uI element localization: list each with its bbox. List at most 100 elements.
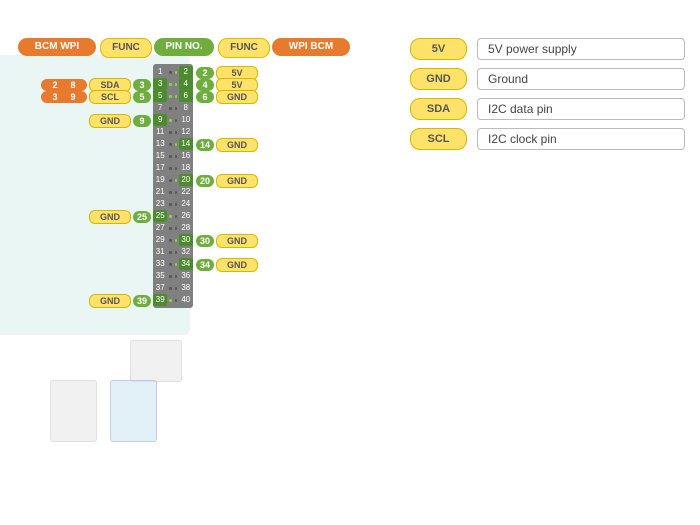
pin-row: 12	[153, 66, 193, 78]
legend-desc: 5V power supply	[477, 38, 685, 60]
pin-dot	[169, 215, 172, 218]
pin-number: 1	[153, 66, 167, 78]
pin-row: 78	[153, 102, 193, 114]
pin-dot	[175, 107, 178, 110]
pin-tag: 39	[133, 295, 151, 307]
pin-dot	[175, 227, 178, 230]
pin-row: 1920	[153, 174, 193, 186]
pin-dot	[169, 179, 172, 182]
pin-number-column: 1234567891011121314151617181920212223242…	[153, 64, 193, 308]
pin-number: 2	[179, 66, 193, 78]
pin-dot	[175, 131, 178, 134]
pin-number: 37	[153, 282, 167, 294]
pin-dot	[175, 203, 178, 206]
legend-key: GND	[410, 68, 467, 90]
pin-dot	[169, 167, 172, 170]
pin-dot	[169, 299, 172, 302]
legend-key: SDA	[410, 98, 467, 120]
pin-number: 25	[153, 210, 167, 222]
pin-dot	[175, 143, 178, 146]
pin-row: 39 40	[153, 294, 193, 306]
pin-dot	[169, 263, 172, 266]
pin-dot	[169, 131, 172, 134]
func-tag: GND	[216, 174, 258, 188]
right-label-row: 14GND	[196, 138, 258, 152]
pin-row: 33 34	[153, 258, 193, 270]
pin-dot	[175, 119, 178, 122]
pin-tag: 34	[196, 259, 214, 271]
header-green: PIN NO.	[154, 38, 214, 56]
pin-dot	[175, 155, 178, 158]
pin-row: 910	[153, 114, 193, 126]
pin-number: 14	[179, 138, 193, 150]
pin-number: 10	[179, 114, 193, 126]
pin-number: 34	[179, 258, 193, 270]
legend-row: GND Ground	[410, 68, 685, 90]
pin-dot	[169, 107, 172, 110]
func-tag: GND	[216, 90, 258, 104]
legend: 5V5V power supplyGNDGroundSDAI2C data pi…	[410, 38, 685, 158]
pin-number: 27	[153, 222, 167, 234]
bcm-wpi-tag: 39	[41, 91, 87, 103]
pin-row: 25 26	[153, 210, 193, 222]
pin-row: 2930	[153, 234, 193, 246]
pin-dot	[175, 299, 178, 302]
pin-number: 36	[179, 270, 193, 282]
pin-row: 1718	[153, 162, 193, 174]
header-orange: BCM WPI	[18, 38, 96, 56]
pin-dot	[169, 203, 172, 206]
pin-dot	[175, 263, 178, 266]
pin-number: 23	[153, 198, 167, 210]
pin-tag: 9	[133, 115, 151, 127]
pin-row: 34	[153, 78, 193, 90]
pin-dot	[169, 71, 172, 74]
pin-tag: 30	[196, 235, 214, 247]
left-label-row: GND9	[89, 114, 151, 128]
pin-dot	[175, 239, 178, 242]
func-tag: GND	[216, 138, 258, 152]
pin-number: 38	[179, 282, 193, 294]
board-port	[50, 380, 97, 442]
right-label-row: 30GND	[196, 234, 258, 248]
legend-desc: Ground	[477, 68, 685, 90]
pin-number: 12	[179, 126, 193, 138]
legend-row: SCL I2C clock pin	[410, 128, 685, 150]
func-tag: GND	[89, 114, 131, 128]
pin-dot	[175, 251, 178, 254]
pin-number: 40	[179, 294, 193, 306]
pin-dot	[169, 191, 172, 194]
func-tag: GND	[89, 294, 131, 308]
legend-key: SCL	[410, 128, 467, 150]
pin-dot	[169, 95, 172, 98]
pin-row: 3132	[153, 246, 193, 258]
func-tag: GND	[216, 234, 258, 248]
pin-dot	[175, 167, 178, 170]
pin-row: 56	[153, 90, 193, 102]
header-orange: WPI BCM	[272, 38, 350, 56]
pin-dot	[169, 155, 172, 158]
pin-number: 33	[153, 258, 167, 270]
pin-number: 29	[153, 234, 167, 246]
func-tag: GND	[89, 210, 131, 224]
pin-dot	[175, 275, 178, 278]
pin-tag: 20	[196, 175, 214, 187]
board-port	[110, 380, 157, 442]
legend-desc: I2C clock pin	[477, 128, 685, 150]
pin-dot	[175, 179, 178, 182]
pin-dot	[175, 95, 178, 98]
pin-row: 2122	[153, 186, 193, 198]
pin-dot	[169, 143, 172, 146]
func-tag: GND	[216, 258, 258, 272]
pin-number: 39	[153, 294, 167, 306]
pin-row: 2324	[153, 198, 193, 210]
pin-number: 4	[179, 78, 193, 90]
pin-row: 37 38	[153, 282, 193, 294]
pin-dot	[169, 251, 172, 254]
pin-dot	[169, 227, 172, 230]
pin-tag: 25	[133, 211, 151, 223]
pin-number: 3	[153, 78, 167, 90]
left-label-row: 39SCL5	[41, 90, 151, 104]
pin-dot	[169, 239, 172, 242]
pin-number: 26	[179, 210, 193, 222]
board-port	[130, 340, 182, 382]
